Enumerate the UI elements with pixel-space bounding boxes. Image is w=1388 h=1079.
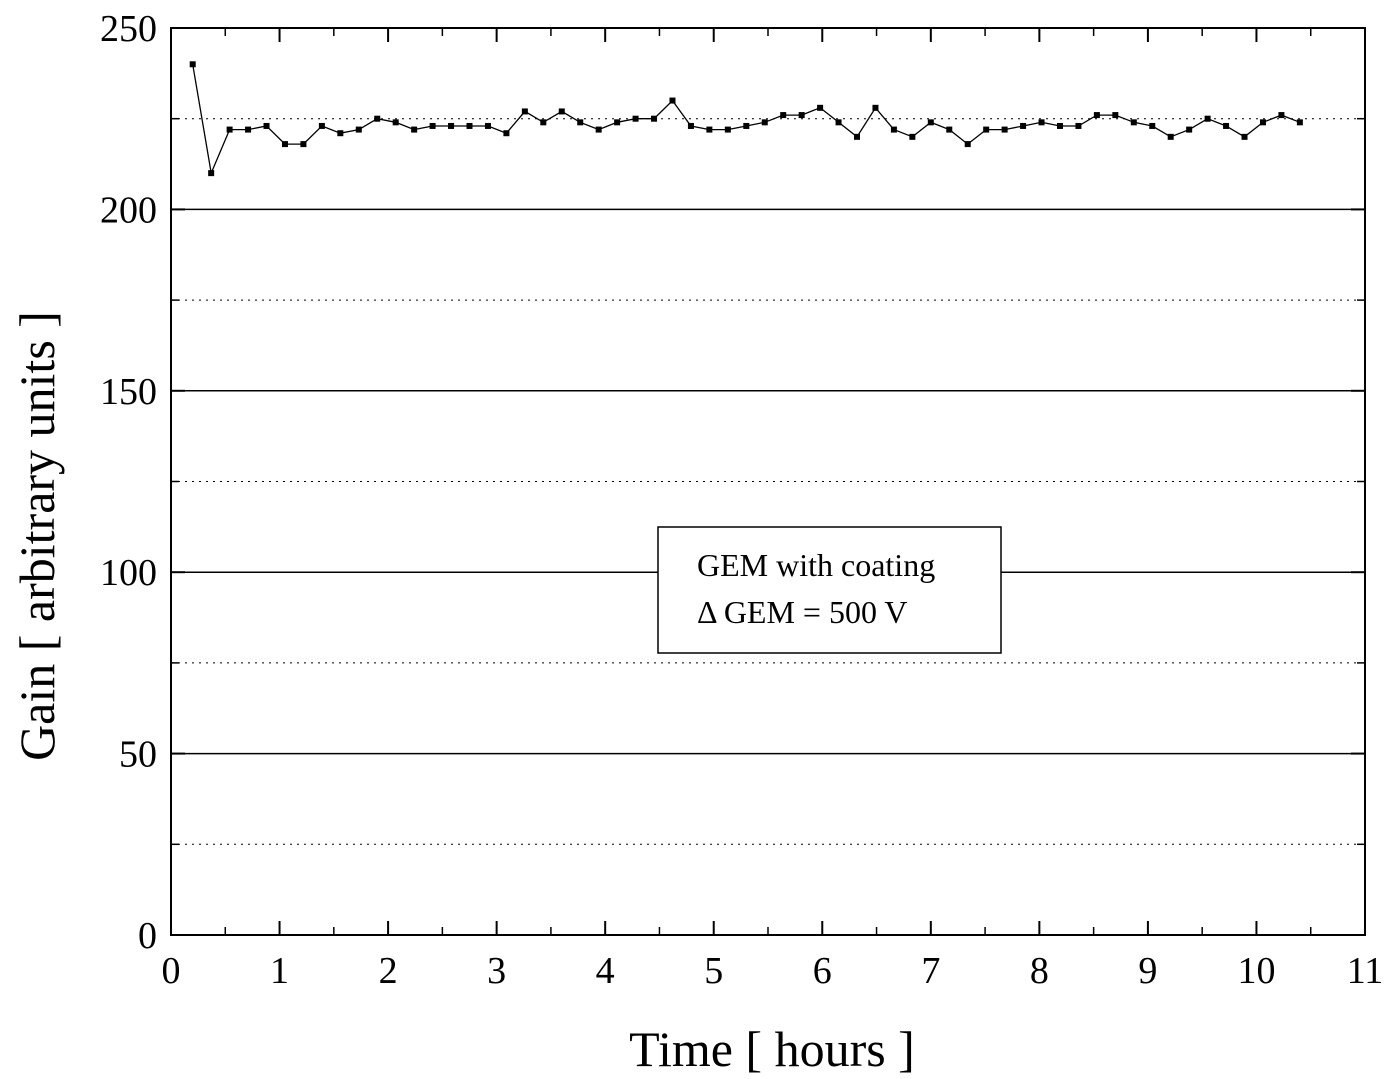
y-tick-label: 200	[100, 189, 157, 231]
x-tick-labels: 0 1 2 3 4 5 6 7 8 9 10 11	[162, 950, 1384, 992]
data-point-marker	[318, 122, 325, 129]
data-point-marker	[854, 133, 861, 140]
data-point-marker	[1186, 126, 1193, 133]
x-axis-title: Time [ hours ]	[629, 1021, 915, 1077]
x-tick-label: 6	[813, 950, 832, 992]
y-tick-label: 150	[100, 371, 157, 413]
data-point-marker	[1149, 122, 1156, 129]
data-point-marker	[392, 119, 399, 126]
data-point-marker	[1241, 133, 1248, 140]
data-point-marker	[226, 126, 233, 133]
series-group	[189, 61, 1303, 177]
major-gridlines	[171, 208, 1365, 755]
data-point-marker	[632, 115, 639, 122]
x-tick-label: 2	[379, 950, 398, 992]
data-point-marker	[964, 141, 971, 148]
data-point-marker	[651, 115, 658, 122]
data-point-marker	[411, 126, 418, 133]
data-point-marker	[1259, 119, 1266, 126]
x-tick-label: 9	[1138, 950, 1157, 992]
data-point-marker	[946, 126, 953, 133]
x-tick-label: 10	[1237, 950, 1275, 992]
y-tick-label: 250	[100, 8, 157, 50]
data-point-marker	[245, 126, 252, 133]
data-point-marker	[503, 130, 510, 137]
plot-frame	[170, 27, 1366, 936]
data-point-marker	[724, 126, 731, 133]
data-point-marker	[429, 122, 436, 129]
data-point-marker	[595, 126, 602, 133]
x-tick-label: 4	[596, 950, 615, 992]
data-point-marker	[872, 104, 879, 111]
x-tick-label: 11	[1347, 950, 1384, 992]
data-point-marker	[1093, 112, 1100, 119]
data-point-marker	[300, 141, 307, 148]
data-point-marker	[743, 122, 750, 129]
data-point-marker	[1296, 119, 1303, 126]
data-point-marker	[337, 130, 344, 137]
minor-gridlines	[171, 118, 1365, 845]
x-tick-label: 1	[270, 950, 289, 992]
y-axis-title: Gain [ arbitrary units ]	[9, 311, 65, 761]
data-point-marker	[706, 126, 713, 133]
data-point-marker	[1223, 122, 1230, 129]
data-point-marker	[577, 119, 584, 126]
data-point-marker	[355, 126, 362, 133]
data-point-marker	[817, 104, 824, 111]
legend-line-1: GEM with coating	[697, 547, 935, 583]
data-point-marker	[1130, 119, 1137, 126]
y-tick-labels: 0 50 100 150 200 250	[100, 8, 157, 957]
x-tick-label: 7	[921, 950, 940, 992]
data-point-marker	[909, 133, 916, 140]
data-point-marker	[761, 119, 768, 126]
data-point-marker	[780, 112, 787, 119]
data-point-marker	[927, 119, 934, 126]
data-point-marker	[466, 122, 473, 129]
data-point-marker	[540, 119, 547, 126]
legend-line-2: Δ GEM = 500 V	[697, 594, 908, 630]
data-point-marker	[1038, 119, 1045, 126]
data-point-marker	[521, 108, 528, 115]
x-tick-label: 5	[704, 950, 723, 992]
data-point-marker	[1001, 126, 1008, 133]
data-point-marker	[669, 97, 676, 104]
data-point-marker	[1204, 115, 1211, 122]
data-point-marker	[448, 122, 455, 129]
data-point-marker	[263, 122, 270, 129]
data-point-marker	[208, 170, 215, 177]
y-tick-label: 0	[138, 915, 157, 957]
x-tick-label: 8	[1030, 950, 1049, 992]
data-point-marker	[835, 119, 842, 126]
data-point-marker	[1278, 112, 1285, 119]
data-point-marker	[1167, 133, 1174, 140]
data-point-marker	[374, 115, 381, 122]
data-point-marker	[1056, 122, 1063, 129]
data-point-marker	[281, 141, 288, 148]
data-point-marker	[1020, 122, 1027, 129]
y-tick-label: 100	[100, 552, 157, 594]
data-point-marker	[558, 108, 565, 115]
data-point-marker	[983, 126, 990, 133]
data-point-marker	[890, 126, 897, 133]
legend-box: GEM with coating Δ GEM = 500 V	[657, 526, 1002, 654]
data-point-marker	[687, 122, 694, 129]
data-point-marker	[798, 112, 805, 119]
data-point-marker	[1075, 122, 1082, 129]
data-point-marker	[1112, 112, 1119, 119]
legend-frame	[657, 526, 1002, 654]
x-tick-label: 0	[162, 950, 181, 992]
data-point-marker	[189, 61, 196, 68]
data-point-marker	[484, 122, 491, 129]
data-point-marker	[614, 119, 621, 126]
x-tick-label: 3	[487, 950, 506, 992]
y-tick-label: 50	[119, 734, 157, 776]
